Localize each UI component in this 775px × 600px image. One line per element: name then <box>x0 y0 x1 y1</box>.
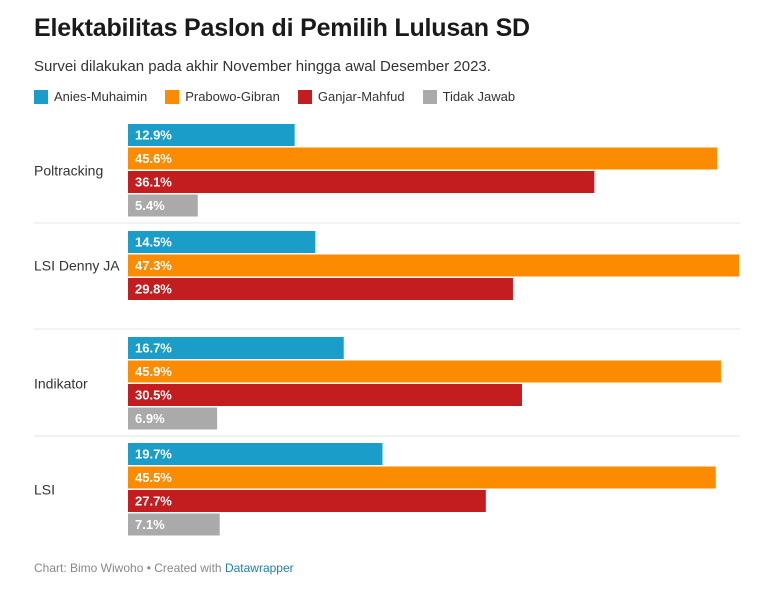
bar-value-label: 45.5% <box>135 470 172 485</box>
legend-label: Anies-Muhaimin <box>54 89 148 104</box>
bar-value-label: 5.4% <box>135 198 165 213</box>
legend-item-tidak-jawab: Tidak Jawab <box>422 89 516 104</box>
bar-prabowo-gibran-poltracking <box>128 147 718 170</box>
category-label: LSI <box>34 481 55 497</box>
bar-value-label: 29.8% <box>135 282 172 297</box>
bar-anies-muhaimin-indikator <box>128 337 344 359</box>
bar-anies-muhaimin-poltracking <box>128 124 295 146</box>
category-label: LSI Denny JA <box>34 258 120 274</box>
bar-value-label: 47.3% <box>135 258 172 273</box>
bar-prabowo-gibran-lsi <box>128 466 716 489</box>
datawrapper-link[interactable]: Datawrapper <box>224 561 294 575</box>
legend-swatch <box>165 89 180 104</box>
bar-value-label: 19.7% <box>135 447 172 462</box>
footer-credit: Chart: Bimo Wiwoho • Created with <box>34 561 222 575</box>
chart-footer: Chart: Bimo Wiwoho • Created with Datawr… <box>34 561 294 575</box>
bar-value-label: 6.9% <box>135 411 165 426</box>
legend-item-anies-muhaimin: Anies-Muhaimin <box>34 89 147 104</box>
bar-ganjar-mahfud-poltracking <box>128 171 595 193</box>
chart-subtitle: Survei dilakukan pada akhir November hin… <box>34 58 491 75</box>
bar-value-label: 45.9% <box>135 364 172 379</box>
bar-value-label: 12.9% <box>135 128 172 143</box>
bar-tidak-jawab-lsi <box>128 513 220 536</box>
legend-label: Prabowo-Gibran <box>185 89 280 104</box>
category-label: Poltracking <box>34 162 103 178</box>
bar-ganjar-mahfud-indikator <box>128 384 522 406</box>
bar-ganjar-mahfud-lsi-denny-ja <box>128 278 513 300</box>
legend-swatch <box>297 89 312 104</box>
legend-swatch <box>34 89 48 104</box>
bar-tidak-jawab-poltracking <box>128 194 198 217</box>
bar-value-label: 7.1% <box>135 517 165 532</box>
chart-title: Elektabilitas Paslon di Pemilih Lulusan … <box>34 14 530 42</box>
bar-value-label: 27.7% <box>135 494 172 509</box>
chart-legend: Anies-Muhaimin Prabowo-Gibran Ganjar-Mah… <box>34 89 515 104</box>
bar-value-label: 16.7% <box>135 341 172 356</box>
bar-value-label: 45.6% <box>135 151 172 166</box>
legend-label: Tidak Jawab <box>442 89 516 104</box>
bar-prabowo-gibran-indikator <box>128 360 721 383</box>
bar-value-label: 14.5% <box>135 235 172 250</box>
legend-swatch <box>422 89 437 104</box>
bar-anies-muhaimin-lsi <box>128 443 383 465</box>
bar-anies-muhaimin-lsi-denny-ja <box>128 231 316 253</box>
bar-tidak-jawab-indikator <box>128 407 218 430</box>
bar-prabowo-gibran-lsi-denny-ja <box>128 254 739 277</box>
legend-item-prabowo-gibran: Prabowo-Gibran <box>165 89 280 104</box>
bar-value-label: 30.5% <box>135 388 172 403</box>
legend-label: Ganjar-Mahfud <box>317 89 405 104</box>
legend-item-ganjar-mahfud: Ganjar-Mahfud <box>297 89 405 104</box>
category-label: Indikator <box>34 375 88 391</box>
bar-ganjar-mahfud-lsi <box>128 490 486 512</box>
bar-value-label: 36.1% <box>135 175 172 190</box>
